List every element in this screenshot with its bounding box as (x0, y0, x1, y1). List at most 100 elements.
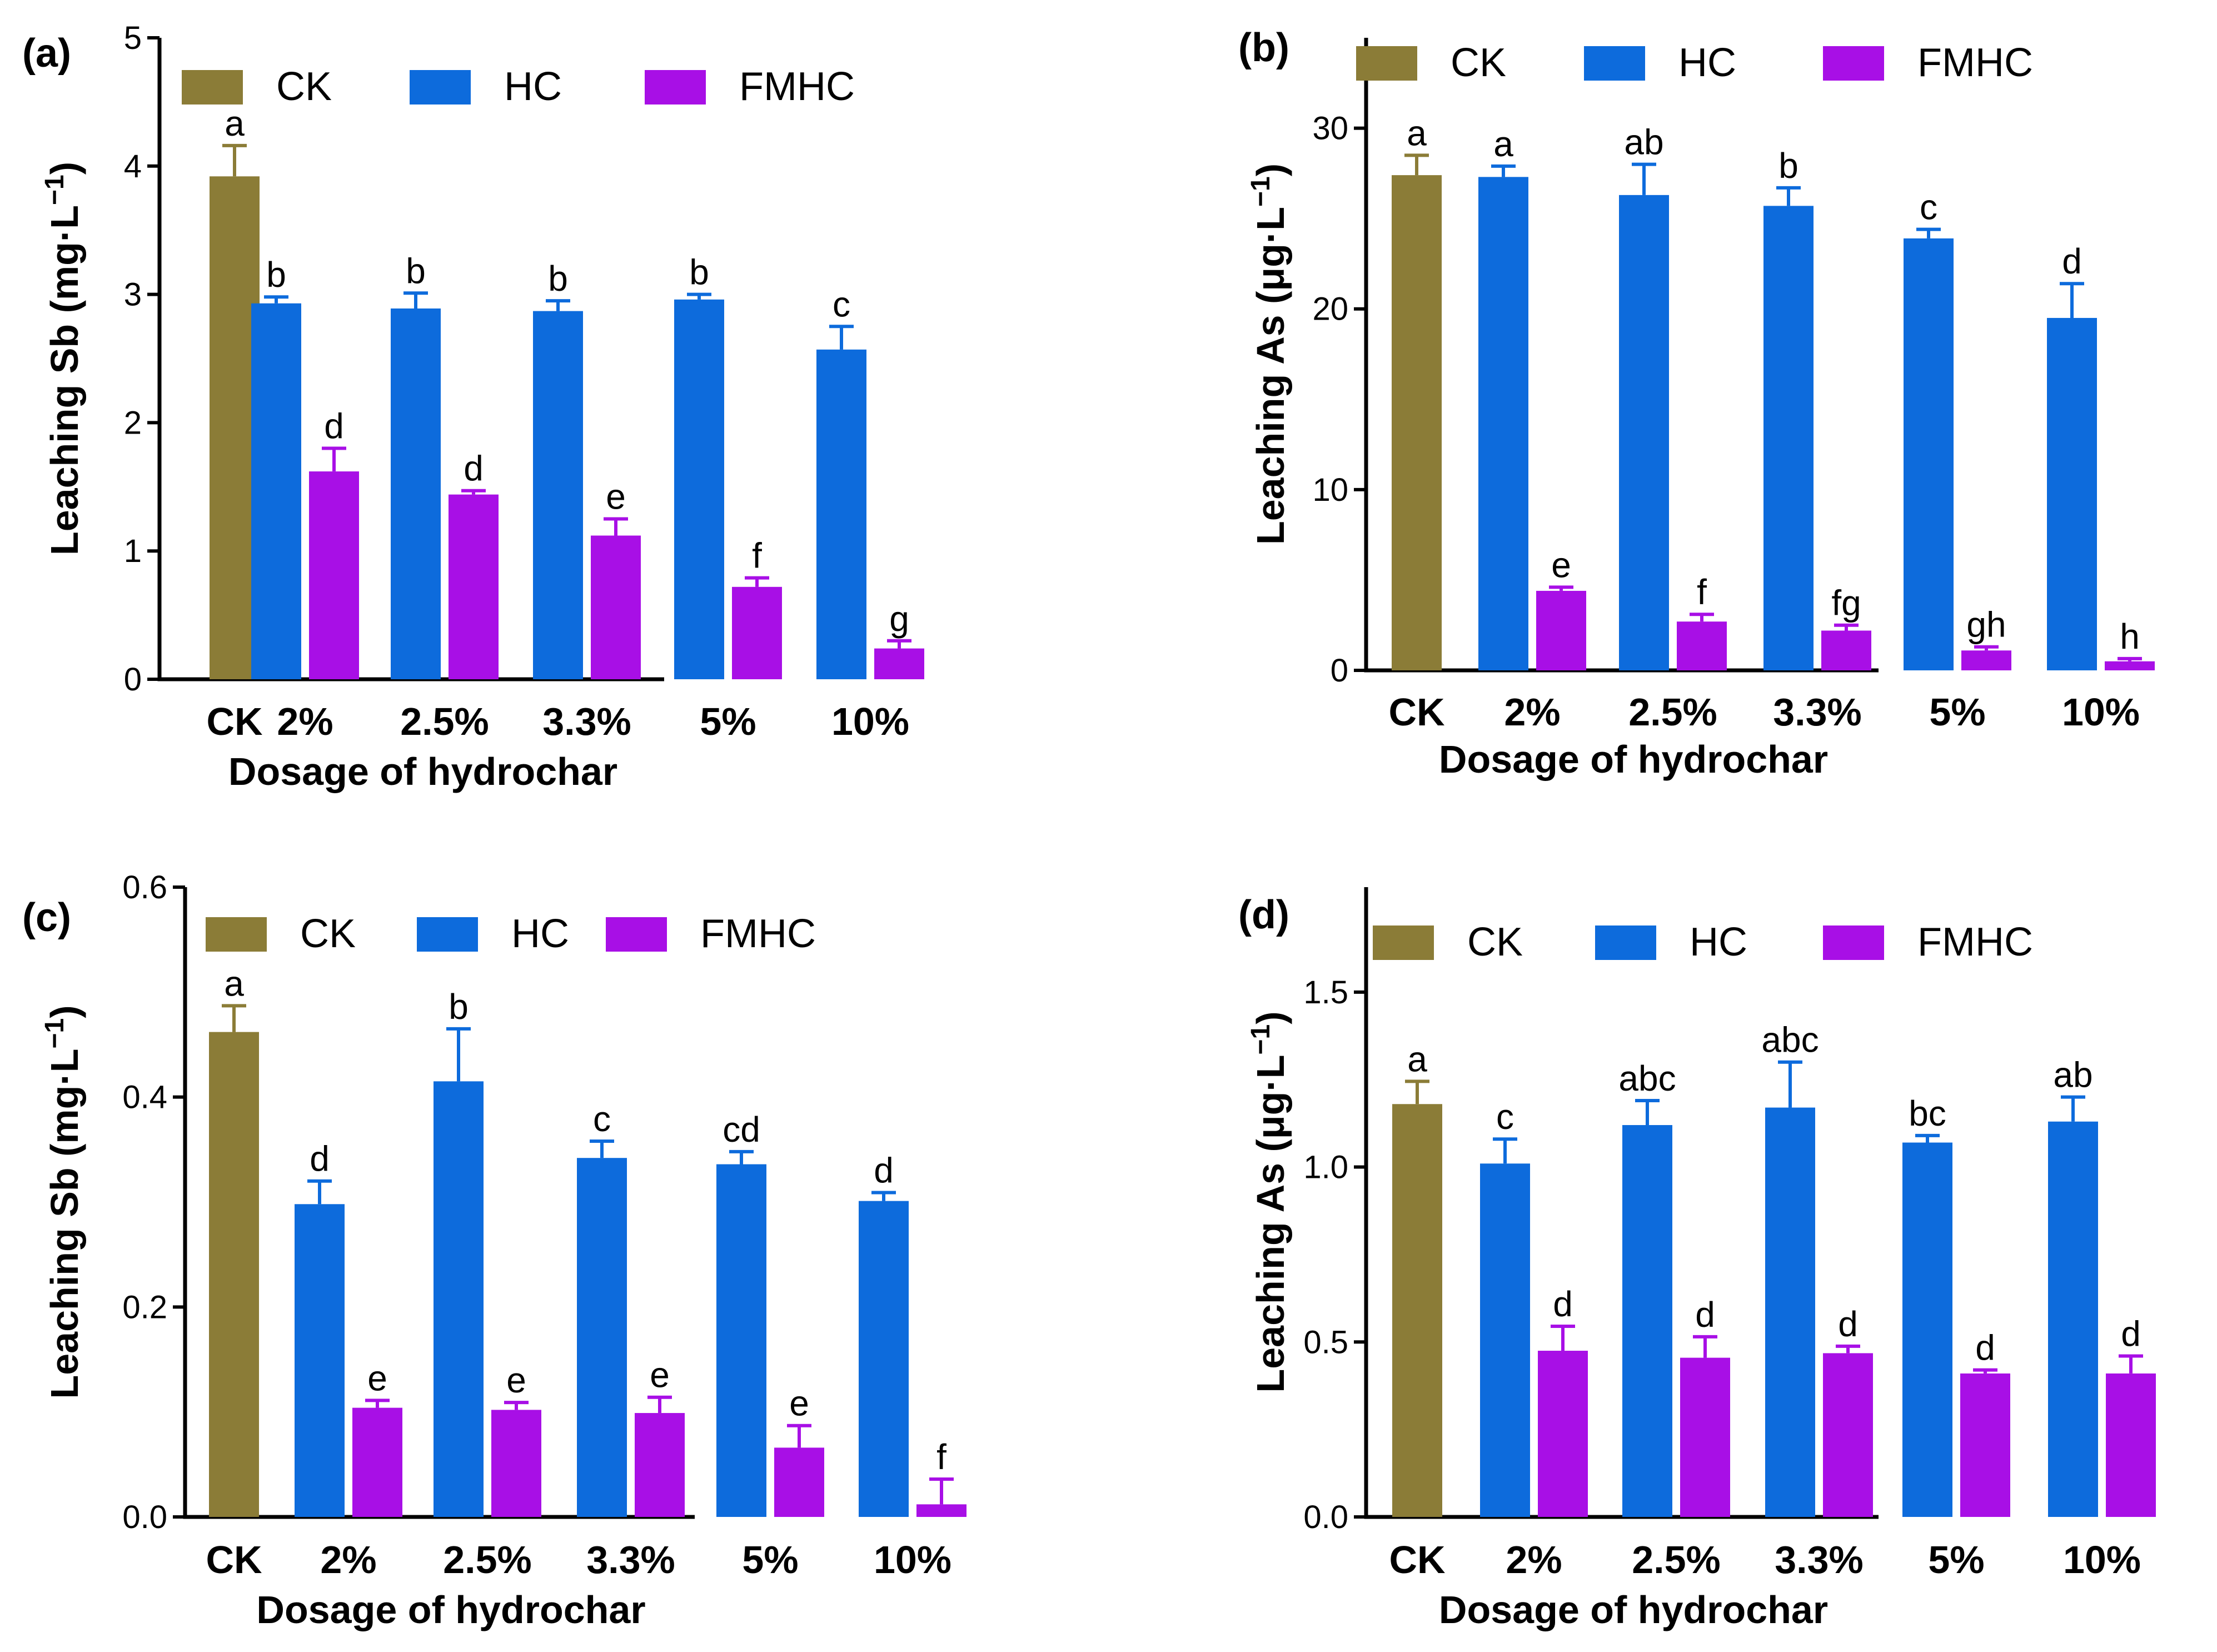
bar-fmhc (491, 1410, 541, 1517)
bar-hc (859, 1201, 909, 1517)
significance-letter: f (752, 536, 762, 576)
bar-fmhc (774, 1447, 824, 1517)
panel-d: 0.0 0.5 1.0 1.5 CK 2% 2.5% 3.3% 5% 10% a c abc abc bc a… (1238, 887, 2156, 1631)
significance-letter: e (650, 1355, 670, 1395)
error-bar (307, 1179, 332, 1205)
significance-letter: d (2062, 241, 2082, 281)
error-bar (1549, 585, 1573, 591)
y-tick-label: 0.2 (122, 1289, 167, 1325)
significance-letter: e (1551, 545, 1571, 585)
significance-letter: c (1920, 187, 1937, 227)
bar-hc (1902, 1142, 1952, 1517)
bar-fmhc (309, 471, 359, 679)
panel-label: (b) (1238, 26, 1289, 70)
x-tick-label: 5% (1929, 690, 1985, 734)
bar-hc (533, 311, 583, 679)
bar-hc (1619, 195, 1669, 671)
legend-swatch-fmhc (1823, 46, 1884, 81)
error-bar (1836, 1344, 1860, 1354)
bar-hc (2048, 1121, 2098, 1517)
significance-letter: abc (1761, 1020, 1819, 1060)
y-tick-label: 0.6 (122, 869, 167, 905)
significance-letter: e (789, 1384, 809, 1424)
error-bar (687, 292, 711, 300)
y-tick-label: 1.0 (1303, 1150, 1348, 1186)
error-bar (871, 1191, 896, 1201)
x-tick-label: 2.5% (400, 700, 489, 743)
significance-letter: a (1407, 1039, 1427, 1079)
bar-fmhc (2105, 661, 2155, 670)
y-tick-label: 30 (1312, 111, 1348, 147)
y-tick-label: 10 (1312, 472, 1348, 508)
legend-swatch-hc (417, 917, 478, 952)
significance-letter: g (889, 599, 909, 639)
y-axis-label: Leaching Sb (mg·L−1) (40, 162, 86, 555)
significance-letter: f (936, 1437, 946, 1477)
significance-letter: d (464, 449, 484, 489)
error-bar (403, 291, 428, 308)
x-tick-label: CK (1388, 690, 1444, 734)
y-tick-label: 3 (124, 277, 142, 313)
x-tick-label: 10% (2062, 690, 2140, 734)
legend-swatch-ck (206, 917, 267, 952)
error-bar (1776, 186, 1801, 206)
significance-letter: d (324, 406, 344, 446)
bar-fmhc (449, 494, 499, 679)
error-bar (829, 325, 854, 350)
legend-label-hc: HC (504, 64, 562, 109)
bar-hc (251, 303, 301, 679)
legend-label-hc: HC (511, 912, 569, 956)
error-bar (1404, 153, 1429, 176)
bar-hc (674, 299, 724, 679)
bar-fmhc (916, 1504, 966, 1517)
x-tick-label: 2% (1506, 1538, 1562, 1581)
panel-label: (d) (1238, 893, 1289, 937)
x-tick-label: 2% (320, 1538, 376, 1581)
legend-swatch-ck (1356, 46, 1417, 81)
error-bar (2061, 1095, 2085, 1122)
significance-letter: c (1496, 1097, 1514, 1137)
error-bar (1916, 227, 1941, 238)
y-axis-label: Leaching As (μg·L−1) (1246, 163, 1292, 545)
significance-letter: d (1975, 1328, 1995, 1368)
bar-fmhc (732, 586, 782, 679)
error-bar (1405, 1079, 1429, 1104)
y-axis-label: Leaching Sb (mg·L−1) (40, 1005, 86, 1399)
error-bar (787, 1424, 811, 1448)
significance-letter: d (1553, 1284, 1573, 1324)
x-tick-label: 2.5% (1632, 1538, 1721, 1581)
significance-letter: a (1407, 113, 1427, 153)
bar-fmhc (874, 648, 924, 679)
legend-label-ck: CK (1467, 920, 1523, 964)
legend-label-hc: HC (1690, 920, 1747, 964)
x-axis-label: Dosage of hydrochar (256, 1588, 645, 1631)
significance-letter: h (2120, 616, 2140, 656)
y-axis-label: Leaching As (μg·L−1) (1246, 1011, 1292, 1392)
significance-letter: a (1493, 124, 1513, 164)
error-bar (1491, 164, 1516, 177)
significance-letter: b (406, 251, 426, 291)
significance-letter: c (833, 284, 850, 324)
significance-letter: d (1838, 1304, 1858, 1344)
error-bar (1834, 623, 1859, 631)
bar-fmhc (1821, 630, 1871, 670)
bar-fmhc (352, 1407, 402, 1517)
y-tick-label: 0.0 (122, 1499, 167, 1535)
significance-letter: bc (1909, 1093, 1946, 1133)
error-bar (365, 1399, 390, 1408)
error-bar (461, 489, 486, 495)
significance-letter: d (2121, 1313, 2141, 1354)
y-tick-label: 0.0 (1303, 1499, 1348, 1535)
error-bar (1915, 1133, 1940, 1143)
error-bar (745, 576, 769, 587)
significance-letter: d (1695, 1295, 1715, 1335)
bar-hc (391, 308, 441, 679)
error-bar (1974, 645, 1999, 651)
bar-hc (716, 1164, 766, 1517)
legend-swatch-fmhc (645, 70, 706, 105)
error-bar (1778, 1060, 1802, 1108)
x-tick-label: CK (206, 700, 262, 743)
legend-swatch-hc (1595, 925, 1656, 960)
y-tick-label: 0.5 (1303, 1324, 1348, 1360)
x-tick-label: 3.3% (542, 700, 631, 743)
